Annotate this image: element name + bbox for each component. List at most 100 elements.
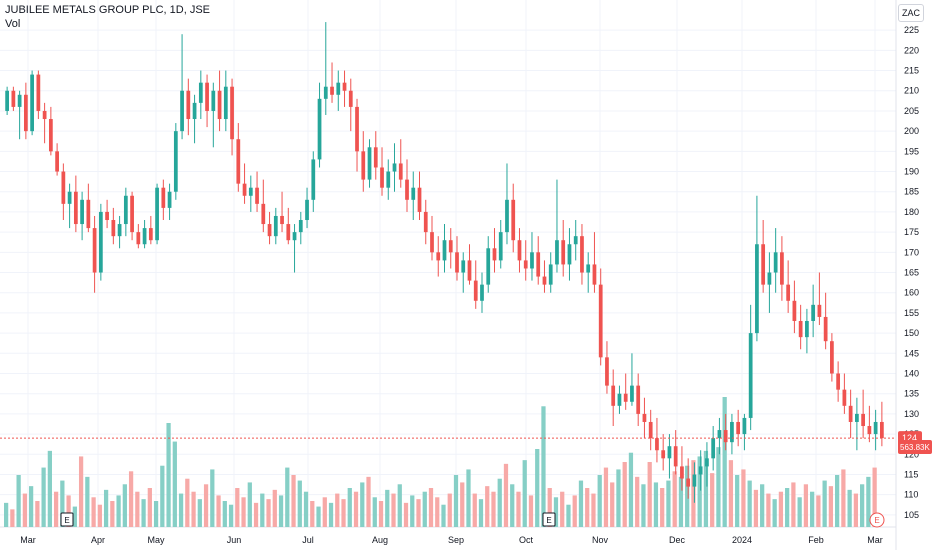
volume-bar <box>472 493 477 527</box>
candle-body <box>861 413 866 427</box>
candle-body <box>155 187 159 241</box>
earnings-marker[interactable]: E <box>542 512 556 527</box>
volume-bar <box>478 499 484 527</box>
volume-bar <box>847 489 852 527</box>
volume-bar <box>166 423 171 527</box>
candle-body <box>648 421 653 439</box>
candle-body <box>817 304 822 317</box>
candle-body <box>61 171 66 204</box>
currency-badge[interactable]: ZAC <box>898 4 924 22</box>
y-tick-label: 110 <box>904 490 918 500</box>
candle-body <box>723 430 728 443</box>
volume-bar <box>335 493 340 527</box>
candle-body <box>123 195 128 225</box>
earnings-marker-box <box>60 512 74 527</box>
volume-bar <box>260 493 265 527</box>
candle-body <box>323 86 328 99</box>
candle-body <box>255 187 259 204</box>
volume-bar <box>291 475 296 527</box>
volume-bar <box>285 467 290 527</box>
candle-body <box>36 74 41 111</box>
x-tick-label: Aug <box>372 535 388 545</box>
candle-body <box>655 438 659 451</box>
candle-body <box>80 199 84 225</box>
candle-body <box>205 82 209 111</box>
volume-label[interactable]: Vol <box>5 18 21 30</box>
candle-body <box>73 191 78 225</box>
candle-body <box>705 458 709 467</box>
volume-bar <box>422 491 427 527</box>
candle-body <box>423 211 428 233</box>
x-tick-label: Nov <box>592 535 609 545</box>
y-tick-label: 170 <box>904 247 919 257</box>
volume-bar <box>460 482 465 527</box>
earnings-marker[interactable]: E <box>869 512 885 528</box>
candle-body <box>442 240 447 261</box>
candle-body <box>492 248 497 261</box>
candle-body <box>811 304 816 321</box>
volume-bar <box>610 482 615 527</box>
candle-body <box>498 232 503 261</box>
volume-bar <box>735 475 740 527</box>
volume-bar <box>578 480 584 527</box>
candle-body <box>592 264 597 285</box>
volume-bar <box>791 482 796 527</box>
y-tick-label: 160 <box>904 288 919 298</box>
candle-body <box>17 94 22 107</box>
volume-bar <box>553 497 559 527</box>
y-tick-label: 130 <box>904 409 919 419</box>
candle-body <box>692 474 697 487</box>
volume-bar <box>722 397 727 527</box>
volume-bar <box>803 484 809 527</box>
candle-body <box>567 244 572 265</box>
volume-bar <box>691 460 696 527</box>
volume-bar <box>41 467 46 527</box>
candle-body <box>273 215 278 237</box>
earnings-marker[interactable]: E <box>60 512 74 527</box>
candle-body <box>467 260 472 281</box>
candle-body <box>361 151 366 180</box>
volume-bar <box>210 469 215 527</box>
y-tick-label: 135 <box>904 389 919 399</box>
candle-body <box>186 90 191 120</box>
y-tick-label: 215 <box>904 66 919 76</box>
candle-body <box>842 389 847 406</box>
volume-bar <box>541 406 546 527</box>
volume-bar <box>347 488 352 527</box>
candle-body <box>280 215 284 225</box>
y-tick-label: 205 <box>904 106 919 116</box>
volume-bar <box>4 502 9 527</box>
y-tick-label: 140 <box>904 369 919 379</box>
volume-bar <box>572 495 577 527</box>
symbol-title[interactable]: JUBILEE METALS GROUP PLC, 1D, JSE <box>5 4 210 16</box>
volume-bar <box>278 495 284 527</box>
candle-body <box>755 244 759 334</box>
y-tick-label: 165 <box>904 268 919 278</box>
y-tick-label: 200 <box>904 126 919 136</box>
volume-bar <box>297 480 302 527</box>
volume-bar <box>353 491 359 527</box>
candle-body <box>430 232 434 253</box>
earnings-marker-circle <box>869 512 885 528</box>
volume-bar <box>653 482 659 527</box>
candle-body <box>505 199 509 233</box>
volume-bar <box>772 499 777 527</box>
volume-bar <box>160 465 165 527</box>
x-tick-label: 2024 <box>732 535 752 545</box>
candle-body <box>305 199 309 221</box>
y-tick-label: 120 <box>904 449 919 459</box>
candle-body <box>773 252 778 273</box>
x-tick-label: Sep <box>448 535 464 545</box>
volume-bar <box>778 491 784 527</box>
candle-body <box>698 466 703 475</box>
volume-bar <box>197 499 202 527</box>
candle-body <box>761 244 766 285</box>
candle-body <box>380 167 384 188</box>
volume-bar <box>216 495 221 527</box>
candle-body <box>248 187 253 196</box>
x-tick-label: Jun <box>227 535 242 545</box>
volume-bar <box>185 478 190 527</box>
candle-body <box>542 276 547 285</box>
